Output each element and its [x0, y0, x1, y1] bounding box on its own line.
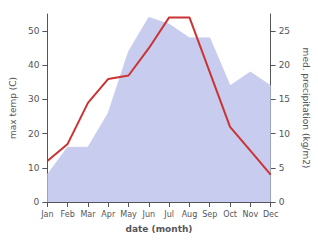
svg-text:Oct: Oct [223, 210, 237, 219]
svg-text:30: 30 [28, 94, 40, 104]
svg-text:Mar: Mar [80, 210, 96, 219]
svg-text:May: May [120, 210, 137, 219]
svg-text:med. precipitation (kg/m2): med. precipitation (kg/m2) [301, 48, 311, 169]
svg-text:max temp (C): max temp (C) [8, 77, 18, 139]
svg-text:date (month): date (month) [126, 224, 193, 234]
svg-text:40: 40 [28, 60, 40, 70]
svg-text:5: 5 [279, 163, 285, 173]
svg-text:0: 0 [279, 197, 285, 207]
svg-text:20: 20 [28, 129, 40, 139]
svg-text:15: 15 [279, 94, 290, 104]
svg-text:Nov: Nov [243, 210, 259, 219]
svg-text:0: 0 [34, 197, 40, 207]
svg-text:Apr: Apr [101, 210, 116, 219]
svg-text:25: 25 [279, 26, 290, 36]
svg-text:Dec: Dec [263, 210, 278, 219]
svg-text:20: 20 [279, 60, 291, 70]
svg-text:Jul: Jul [163, 210, 174, 219]
svg-text:Feb: Feb [61, 210, 75, 219]
svg-text:Sep: Sep [202, 210, 217, 219]
svg-text:10: 10 [28, 163, 40, 173]
svg-text:Jan: Jan [40, 210, 53, 219]
svg-text:10: 10 [279, 129, 291, 139]
svg-text:Jun: Jun [142, 210, 156, 219]
svg-text:Aug: Aug [182, 210, 198, 219]
svg-text:50: 50 [28, 26, 40, 36]
